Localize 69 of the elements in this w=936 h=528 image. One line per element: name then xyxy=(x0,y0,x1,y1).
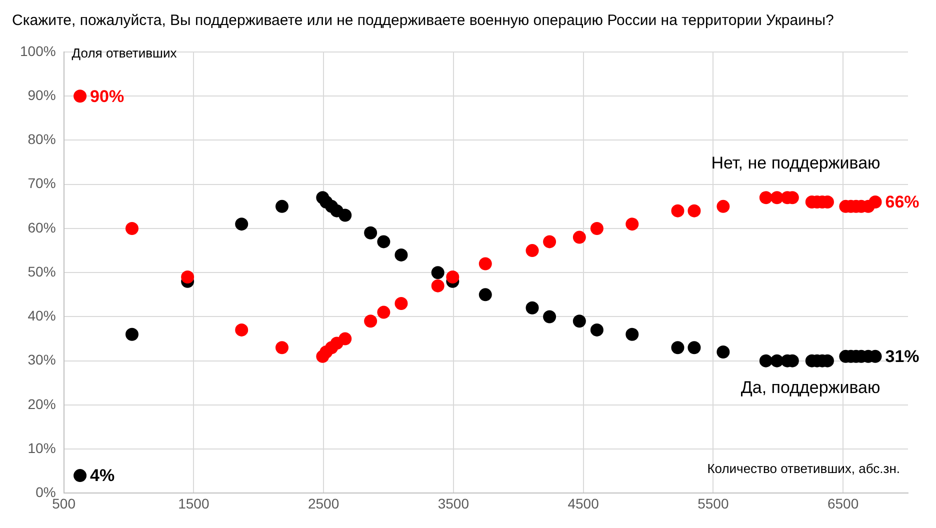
y-tick-label: 100% xyxy=(20,42,56,59)
x-tick-label: 2500 xyxy=(308,495,340,512)
x-tick-label: 1500 xyxy=(178,495,210,512)
x-tick-label: 3500 xyxy=(438,495,470,512)
point xyxy=(394,248,408,262)
point xyxy=(572,314,586,328)
point xyxy=(364,226,378,240)
chart-title: Скажите, пожалуйста, Вы поддерживаете или не поддерживаете военную операцию России на территории Украины? xyxy=(12,12,834,30)
point xyxy=(74,90,87,103)
x-tick-label: 4500 xyxy=(568,495,600,512)
point xyxy=(74,469,87,482)
y-tick-label: 20% xyxy=(28,396,56,412)
point xyxy=(770,191,784,204)
series-label: Нет, не поддерживаю xyxy=(711,154,881,173)
data-label: 90% xyxy=(90,86,124,106)
y-tick-label: 30% xyxy=(28,352,56,368)
point xyxy=(716,346,730,359)
point xyxy=(543,310,556,324)
point xyxy=(759,354,772,368)
point xyxy=(478,257,492,270)
x-axis-title: Количество ответивших, абс.зн. xyxy=(707,460,900,476)
point xyxy=(364,314,378,328)
point xyxy=(868,196,882,209)
point xyxy=(716,200,730,213)
point xyxy=(478,288,492,302)
point xyxy=(671,341,684,354)
point xyxy=(235,323,248,336)
y-tick-label: 60% xyxy=(28,219,56,236)
point xyxy=(276,200,288,213)
point xyxy=(338,208,352,222)
data-label: 4% xyxy=(90,466,115,486)
y-tick-label: 70% xyxy=(28,175,56,192)
data-label: 31% xyxy=(885,347,920,366)
point xyxy=(590,323,604,336)
point xyxy=(759,191,772,204)
point xyxy=(431,266,444,280)
y-axis-title: Доля ответивших xyxy=(72,46,178,61)
point xyxy=(125,222,138,235)
x-tick-label: 5500 xyxy=(698,495,729,512)
point xyxy=(181,270,194,284)
point xyxy=(377,306,390,319)
point xyxy=(338,332,352,346)
point xyxy=(572,230,586,244)
point xyxy=(125,328,138,341)
point xyxy=(688,204,701,218)
y-tick-label: 40% xyxy=(28,308,56,324)
y-tick-label: 80% xyxy=(28,131,56,148)
point xyxy=(626,328,639,341)
y-tick-label: 90% xyxy=(28,86,56,103)
data-label: 66% xyxy=(885,192,920,212)
point xyxy=(688,341,701,354)
y-tick-label: 50% xyxy=(28,263,56,280)
point xyxy=(526,301,539,314)
x-tick-label: 6500 xyxy=(827,495,859,512)
point xyxy=(394,296,408,310)
point xyxy=(590,222,604,235)
point xyxy=(446,270,460,284)
point xyxy=(626,218,639,231)
point xyxy=(770,354,784,368)
y-tick-label: 10% xyxy=(28,440,56,456)
point xyxy=(276,341,288,354)
point xyxy=(235,218,248,231)
point xyxy=(377,235,390,248)
point xyxy=(526,244,539,258)
y-tick-label: 0% xyxy=(36,484,56,500)
point xyxy=(671,204,684,218)
point xyxy=(431,279,444,292)
series-label: Да, поддерживаю xyxy=(740,378,881,398)
point xyxy=(543,235,556,248)
